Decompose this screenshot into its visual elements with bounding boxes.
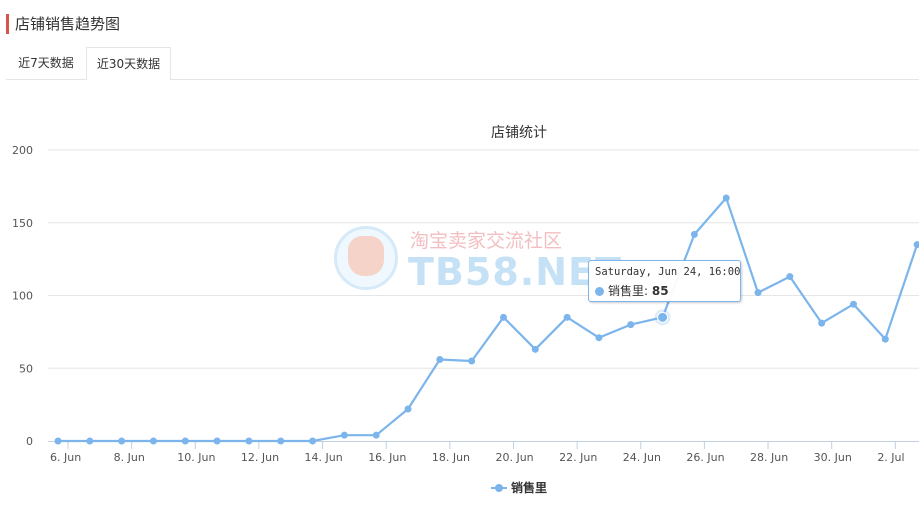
x-tick-label: 26. Jun (686, 451, 724, 464)
data-point[interactable] (499, 313, 507, 321)
data-point[interactable] (754, 289, 762, 297)
data-point[interactable] (149, 437, 157, 445)
legend-label: 销售里 (511, 480, 547, 495)
x-tick-label: 2. Jul (877, 451, 904, 464)
data-point[interactable] (181, 437, 189, 445)
data-point[interactable] (436, 356, 444, 364)
data-point[interactable] (595, 334, 603, 342)
tab-7-days[interactable]: 近7天数据 (18, 56, 74, 70)
data-point[interactable] (245, 437, 253, 445)
legend-marker (495, 484, 503, 492)
data-point[interactable] (786, 273, 794, 281)
tab-30-days[interactable]: 近30天数据 (86, 47, 171, 81)
y-tick-label: 50 (19, 362, 33, 375)
x-tick-label: 6. Jun (50, 451, 81, 464)
tooltip-series-label: 销售里: (608, 284, 652, 298)
watermark-text-en: TB58.NET (408, 250, 622, 294)
y-tick-label: 100 (12, 290, 33, 303)
tooltip-header: Saturday, Jun 24, 16:00 (595, 266, 741, 278)
y-tick-label: 150 (12, 217, 33, 230)
data-point[interactable] (340, 431, 348, 439)
x-tick-label: 18. Jun (432, 451, 470, 464)
x-tick-label: 20. Jun (495, 451, 533, 464)
x-tick-label: 22. Jun (559, 451, 597, 464)
series-line (58, 196, 919, 443)
x-tick-label: 16. Jun (368, 451, 406, 464)
chart-title: 店铺统计 (491, 125, 547, 141)
data-point[interactable] (86, 437, 94, 445)
data-point[interactable] (309, 437, 317, 445)
chart-tooltip: Saturday, Jun 24, 16:00 销售里: 85 (588, 260, 741, 302)
y-tick-label: 200 (12, 144, 33, 157)
data-point[interactable] (722, 194, 730, 202)
data-point[interactable] (913, 241, 919, 249)
legend[interactable]: 销售里 (491, 480, 547, 495)
x-tick-label: 28. Jun (750, 451, 788, 464)
data-point[interactable] (118, 437, 126, 445)
tab-bar: 近7天数据 近30天数据 (6, 47, 919, 81)
data-point[interactable] (818, 319, 826, 327)
x-tick-label: 12. Jun (241, 451, 279, 464)
x-tick-label: 14. Jun (305, 451, 343, 464)
page-title: 店铺销售趋势图 (6, 14, 120, 34)
data-point[interactable] (277, 437, 285, 445)
data-point[interactable] (54, 437, 62, 445)
y-tick-label: 0 (26, 435, 33, 448)
x-tick-label: 8. Jun (114, 451, 145, 464)
data-point-highlighted[interactable] (657, 311, 669, 323)
watermark: 淘宝卖家交流社区 TB58.NET (332, 224, 621, 296)
data-point[interactable] (563, 313, 571, 321)
data-point[interactable] (468, 357, 476, 365)
hand-icon (348, 236, 384, 276)
data-point[interactable] (213, 437, 221, 445)
x-tick-label: 30. Jun (814, 451, 852, 464)
data-point[interactable] (372, 431, 380, 439)
data-point[interactable] (627, 321, 635, 329)
data-point[interactable] (690, 230, 698, 238)
tooltip-series-dot (595, 287, 604, 296)
tooltip-value: 85 (651, 284, 669, 298)
x-tick-label: 24. Jun (623, 451, 661, 464)
x-tick-label: 10. Jun (177, 451, 215, 464)
data-point[interactable] (404, 405, 412, 413)
watermark-text-cn: 淘宝卖家交流社区 (410, 230, 563, 252)
data-point[interactable] (881, 335, 889, 343)
data-point[interactable] (850, 300, 857, 308)
data-point[interactable] (531, 345, 539, 353)
